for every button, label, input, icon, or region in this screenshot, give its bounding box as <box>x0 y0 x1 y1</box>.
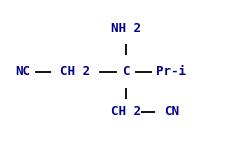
Text: CH 2: CH 2 <box>60 65 90 78</box>
Text: CN: CN <box>164 105 179 118</box>
Text: NH 2: NH 2 <box>111 22 141 35</box>
Text: C: C <box>122 65 130 78</box>
Text: NC: NC <box>15 65 30 78</box>
Text: Pr-i: Pr-i <box>156 65 186 78</box>
Text: CH 2: CH 2 <box>111 105 141 118</box>
